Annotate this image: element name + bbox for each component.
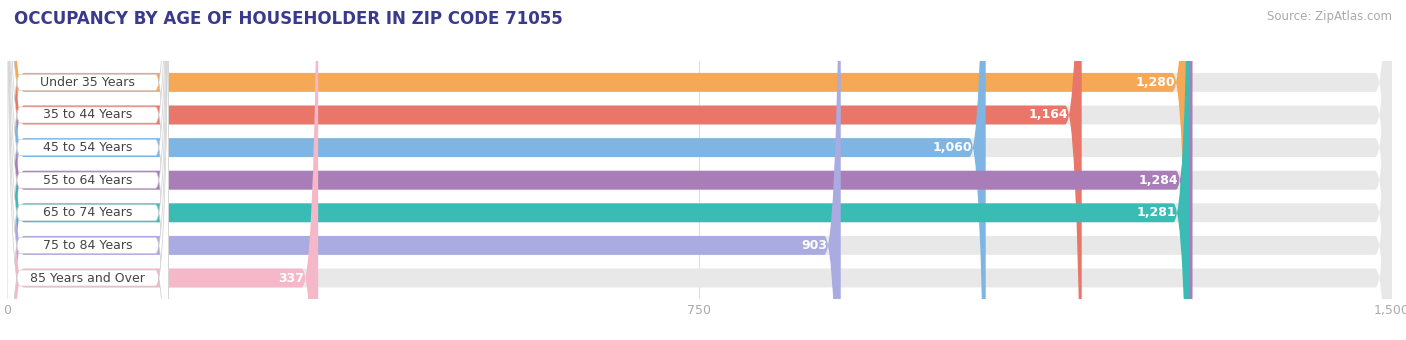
FancyBboxPatch shape [7,0,169,340]
FancyBboxPatch shape [7,0,1392,340]
Text: 45 to 54 Years: 45 to 54 Years [44,141,132,154]
Text: 1,284: 1,284 [1139,174,1178,187]
Text: 85 Years and Over: 85 Years and Over [31,272,145,285]
Text: 75 to 84 Years: 75 to 84 Years [44,239,132,252]
Text: 65 to 74 Years: 65 to 74 Years [44,206,132,219]
Text: 55 to 64 Years: 55 to 64 Years [44,174,132,187]
Text: 1,060: 1,060 [932,141,972,154]
Text: 337: 337 [278,272,304,285]
FancyBboxPatch shape [7,0,1192,340]
FancyBboxPatch shape [7,0,169,340]
FancyBboxPatch shape [7,0,841,340]
FancyBboxPatch shape [7,0,1392,340]
Text: 1,281: 1,281 [1136,206,1175,219]
FancyBboxPatch shape [7,0,1392,340]
Text: 903: 903 [801,239,827,252]
FancyBboxPatch shape [7,0,169,340]
FancyBboxPatch shape [7,0,1392,340]
Text: OCCUPANCY BY AGE OF HOUSEHOLDER IN ZIP CODE 71055: OCCUPANCY BY AGE OF HOUSEHOLDER IN ZIP C… [14,10,562,28]
FancyBboxPatch shape [7,0,169,340]
FancyBboxPatch shape [7,0,1392,340]
Text: Under 35 Years: Under 35 Years [41,76,135,89]
FancyBboxPatch shape [7,0,318,340]
FancyBboxPatch shape [7,0,1189,340]
FancyBboxPatch shape [7,0,1081,340]
FancyBboxPatch shape [7,0,169,340]
FancyBboxPatch shape [7,0,1392,340]
FancyBboxPatch shape [7,0,1392,340]
FancyBboxPatch shape [7,0,169,340]
Text: 1,280: 1,280 [1136,76,1175,89]
Text: 35 to 44 Years: 35 to 44 Years [44,108,132,121]
Text: Source: ZipAtlas.com: Source: ZipAtlas.com [1267,10,1392,23]
FancyBboxPatch shape [7,0,1189,340]
FancyBboxPatch shape [7,0,169,340]
Text: 1,164: 1,164 [1028,108,1069,121]
FancyBboxPatch shape [7,0,986,340]
